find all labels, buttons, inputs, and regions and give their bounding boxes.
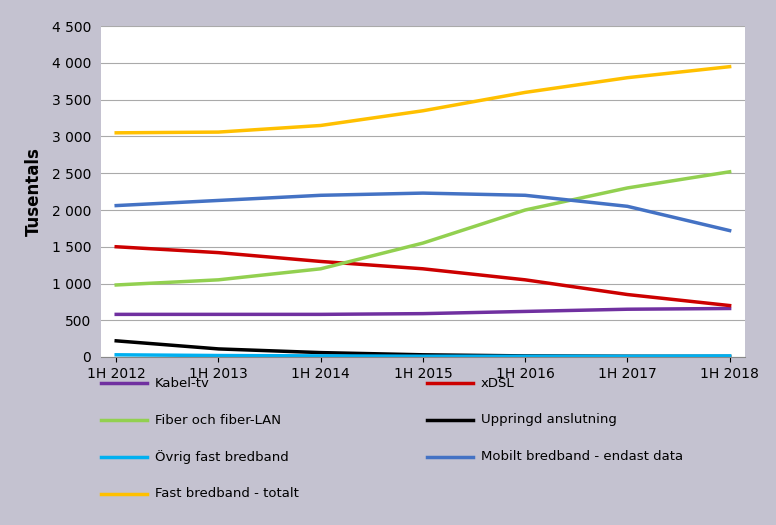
- Övrig fast bredband: [112, 352, 121, 358]
- Fiber och fiber-LAN: [418, 240, 428, 246]
- xDSL: [418, 266, 428, 272]
- Y-axis label: Tusentals: Tusentals: [26, 147, 43, 236]
- Mobilt bredband - endast data: [418, 190, 428, 196]
- Line: Uppringd anslutning: Uppringd anslutning: [116, 341, 729, 356]
- Text: xDSL: xDSL: [481, 377, 514, 390]
- Text: Mobilt bredband - endast data: Mobilt bredband - endast data: [481, 450, 683, 463]
- Kabel-tv: [725, 306, 734, 312]
- Mobilt bredband - endast data: [725, 227, 734, 234]
- Fast bredband - totalt: [521, 89, 530, 96]
- Övrig fast bredband: [622, 353, 632, 360]
- Line: Övrig fast bredband: Övrig fast bredband: [116, 355, 729, 356]
- Övrig fast bredband: [418, 353, 428, 360]
- Uppringd anslutning: [622, 353, 632, 360]
- Line: xDSL: xDSL: [116, 247, 729, 306]
- Kabel-tv: [316, 311, 325, 318]
- Fast bredband - totalt: [622, 75, 632, 81]
- xDSL: [316, 258, 325, 265]
- Mobilt bredband - endast data: [622, 203, 632, 209]
- Fast bredband - totalt: [725, 64, 734, 70]
- Uppringd anslutning: [112, 338, 121, 344]
- Text: Övrig fast bredband: Övrig fast bredband: [155, 450, 289, 464]
- Övrig fast bredband: [521, 353, 530, 360]
- Fiber och fiber-LAN: [112, 282, 121, 288]
- Fast bredband - totalt: [112, 130, 121, 136]
- Line: Kabel-tv: Kabel-tv: [116, 309, 729, 314]
- Fast bredband - totalt: [316, 122, 325, 129]
- Uppringd anslutning: [214, 346, 223, 352]
- Text: Fiber och fiber-LAN: Fiber och fiber-LAN: [155, 414, 281, 426]
- Line: Mobilt bredband - endast data: Mobilt bredband - endast data: [116, 193, 729, 230]
- Fast bredband - totalt: [418, 108, 428, 114]
- xDSL: [521, 277, 530, 283]
- Mobilt bredband - endast data: [214, 197, 223, 204]
- xDSL: [622, 291, 632, 298]
- Mobilt bredband - endast data: [521, 192, 530, 198]
- Kabel-tv: [622, 306, 632, 312]
- xDSL: [214, 249, 223, 256]
- Line: Fast bredband - totalt: Fast bredband - totalt: [116, 67, 729, 133]
- Text: Kabel-tv: Kabel-tv: [155, 377, 210, 390]
- Kabel-tv: [418, 310, 428, 317]
- Kabel-tv: [521, 308, 530, 314]
- Kabel-tv: [214, 311, 223, 318]
- Uppringd anslutning: [316, 350, 325, 356]
- Mobilt bredband - endast data: [316, 192, 325, 198]
- Övrig fast bredband: [214, 352, 223, 359]
- Uppringd anslutning: [725, 353, 734, 360]
- Fiber och fiber-LAN: [725, 169, 734, 175]
- Line: Fiber och fiber-LAN: Fiber och fiber-LAN: [116, 172, 729, 285]
- Övrig fast bredband: [316, 353, 325, 359]
- Uppringd anslutning: [521, 353, 530, 359]
- Fiber och fiber-LAN: [214, 277, 223, 283]
- Övrig fast bredband: [725, 353, 734, 359]
- Text: Fast bredband - totalt: Fast bredband - totalt: [155, 487, 299, 500]
- Uppringd anslutning: [418, 352, 428, 358]
- xDSL: [725, 302, 734, 309]
- Text: Uppringd anslutning: Uppringd anslutning: [481, 414, 617, 426]
- Fiber och fiber-LAN: [316, 266, 325, 272]
- Fiber och fiber-LAN: [622, 185, 632, 191]
- Kabel-tv: [112, 311, 121, 318]
- Fiber och fiber-LAN: [521, 207, 530, 213]
- Mobilt bredband - endast data: [112, 203, 121, 209]
- xDSL: [112, 244, 121, 250]
- Fast bredband - totalt: [214, 129, 223, 135]
